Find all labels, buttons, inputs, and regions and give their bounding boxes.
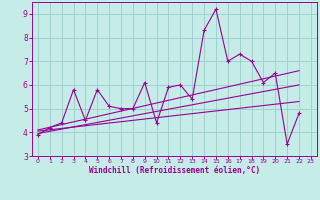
X-axis label: Windchill (Refroidissement éolien,°C): Windchill (Refroidissement éolien,°C) [89,166,260,175]
